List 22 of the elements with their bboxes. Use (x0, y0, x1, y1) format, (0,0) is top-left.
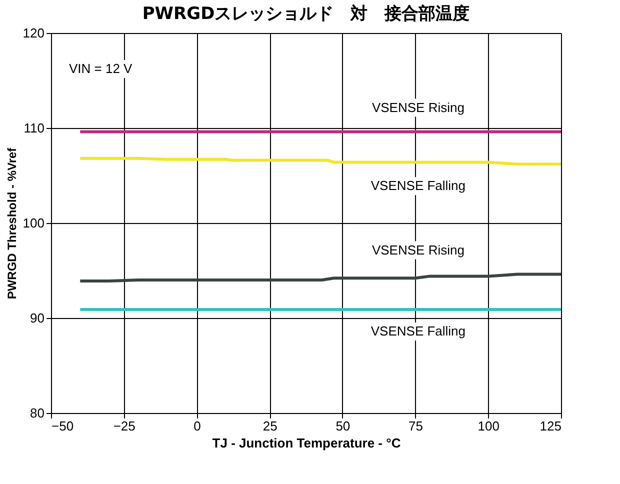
x-tick-label: 25 (262, 418, 278, 434)
series-label: VSENSE Falling (370, 178, 466, 194)
annotation: VIN = 12 V (69, 61, 133, 76)
x-tick-label: 100 (478, 418, 500, 434)
line-series (78, 272, 562, 282)
y-tick-label: 120 (22, 26, 44, 40)
series-label: VSENSE Rising (372, 242, 464, 258)
y-tick-label: 80 (30, 406, 44, 420)
x-tick-label: 125 (540, 418, 562, 434)
x-axis-title: TJ - Junction Temperature - °C (212, 436, 402, 450)
series-label: VSENSE Rising (372, 100, 464, 115)
y-tick-label: 90 (30, 310, 44, 326)
x-tick-label: −25 (113, 418, 136, 434)
x-tick-label: 0 (194, 418, 201, 434)
series-label: VSENSE Falling (370, 323, 466, 338)
y-axis-title: PWRGD Threshold - %Vref (4, 146, 19, 300)
x-tick-label: 50 (336, 418, 350, 434)
x-tick-label: 75 (408, 418, 424, 434)
y-tick-label: 100 (22, 216, 44, 230)
y-tick-label: 110 (24, 120, 44, 136)
x-tick-label: −50 (52, 418, 74, 434)
chart-title: PWRGDスレッショルド 対 接合部温度 (142, 4, 470, 24)
